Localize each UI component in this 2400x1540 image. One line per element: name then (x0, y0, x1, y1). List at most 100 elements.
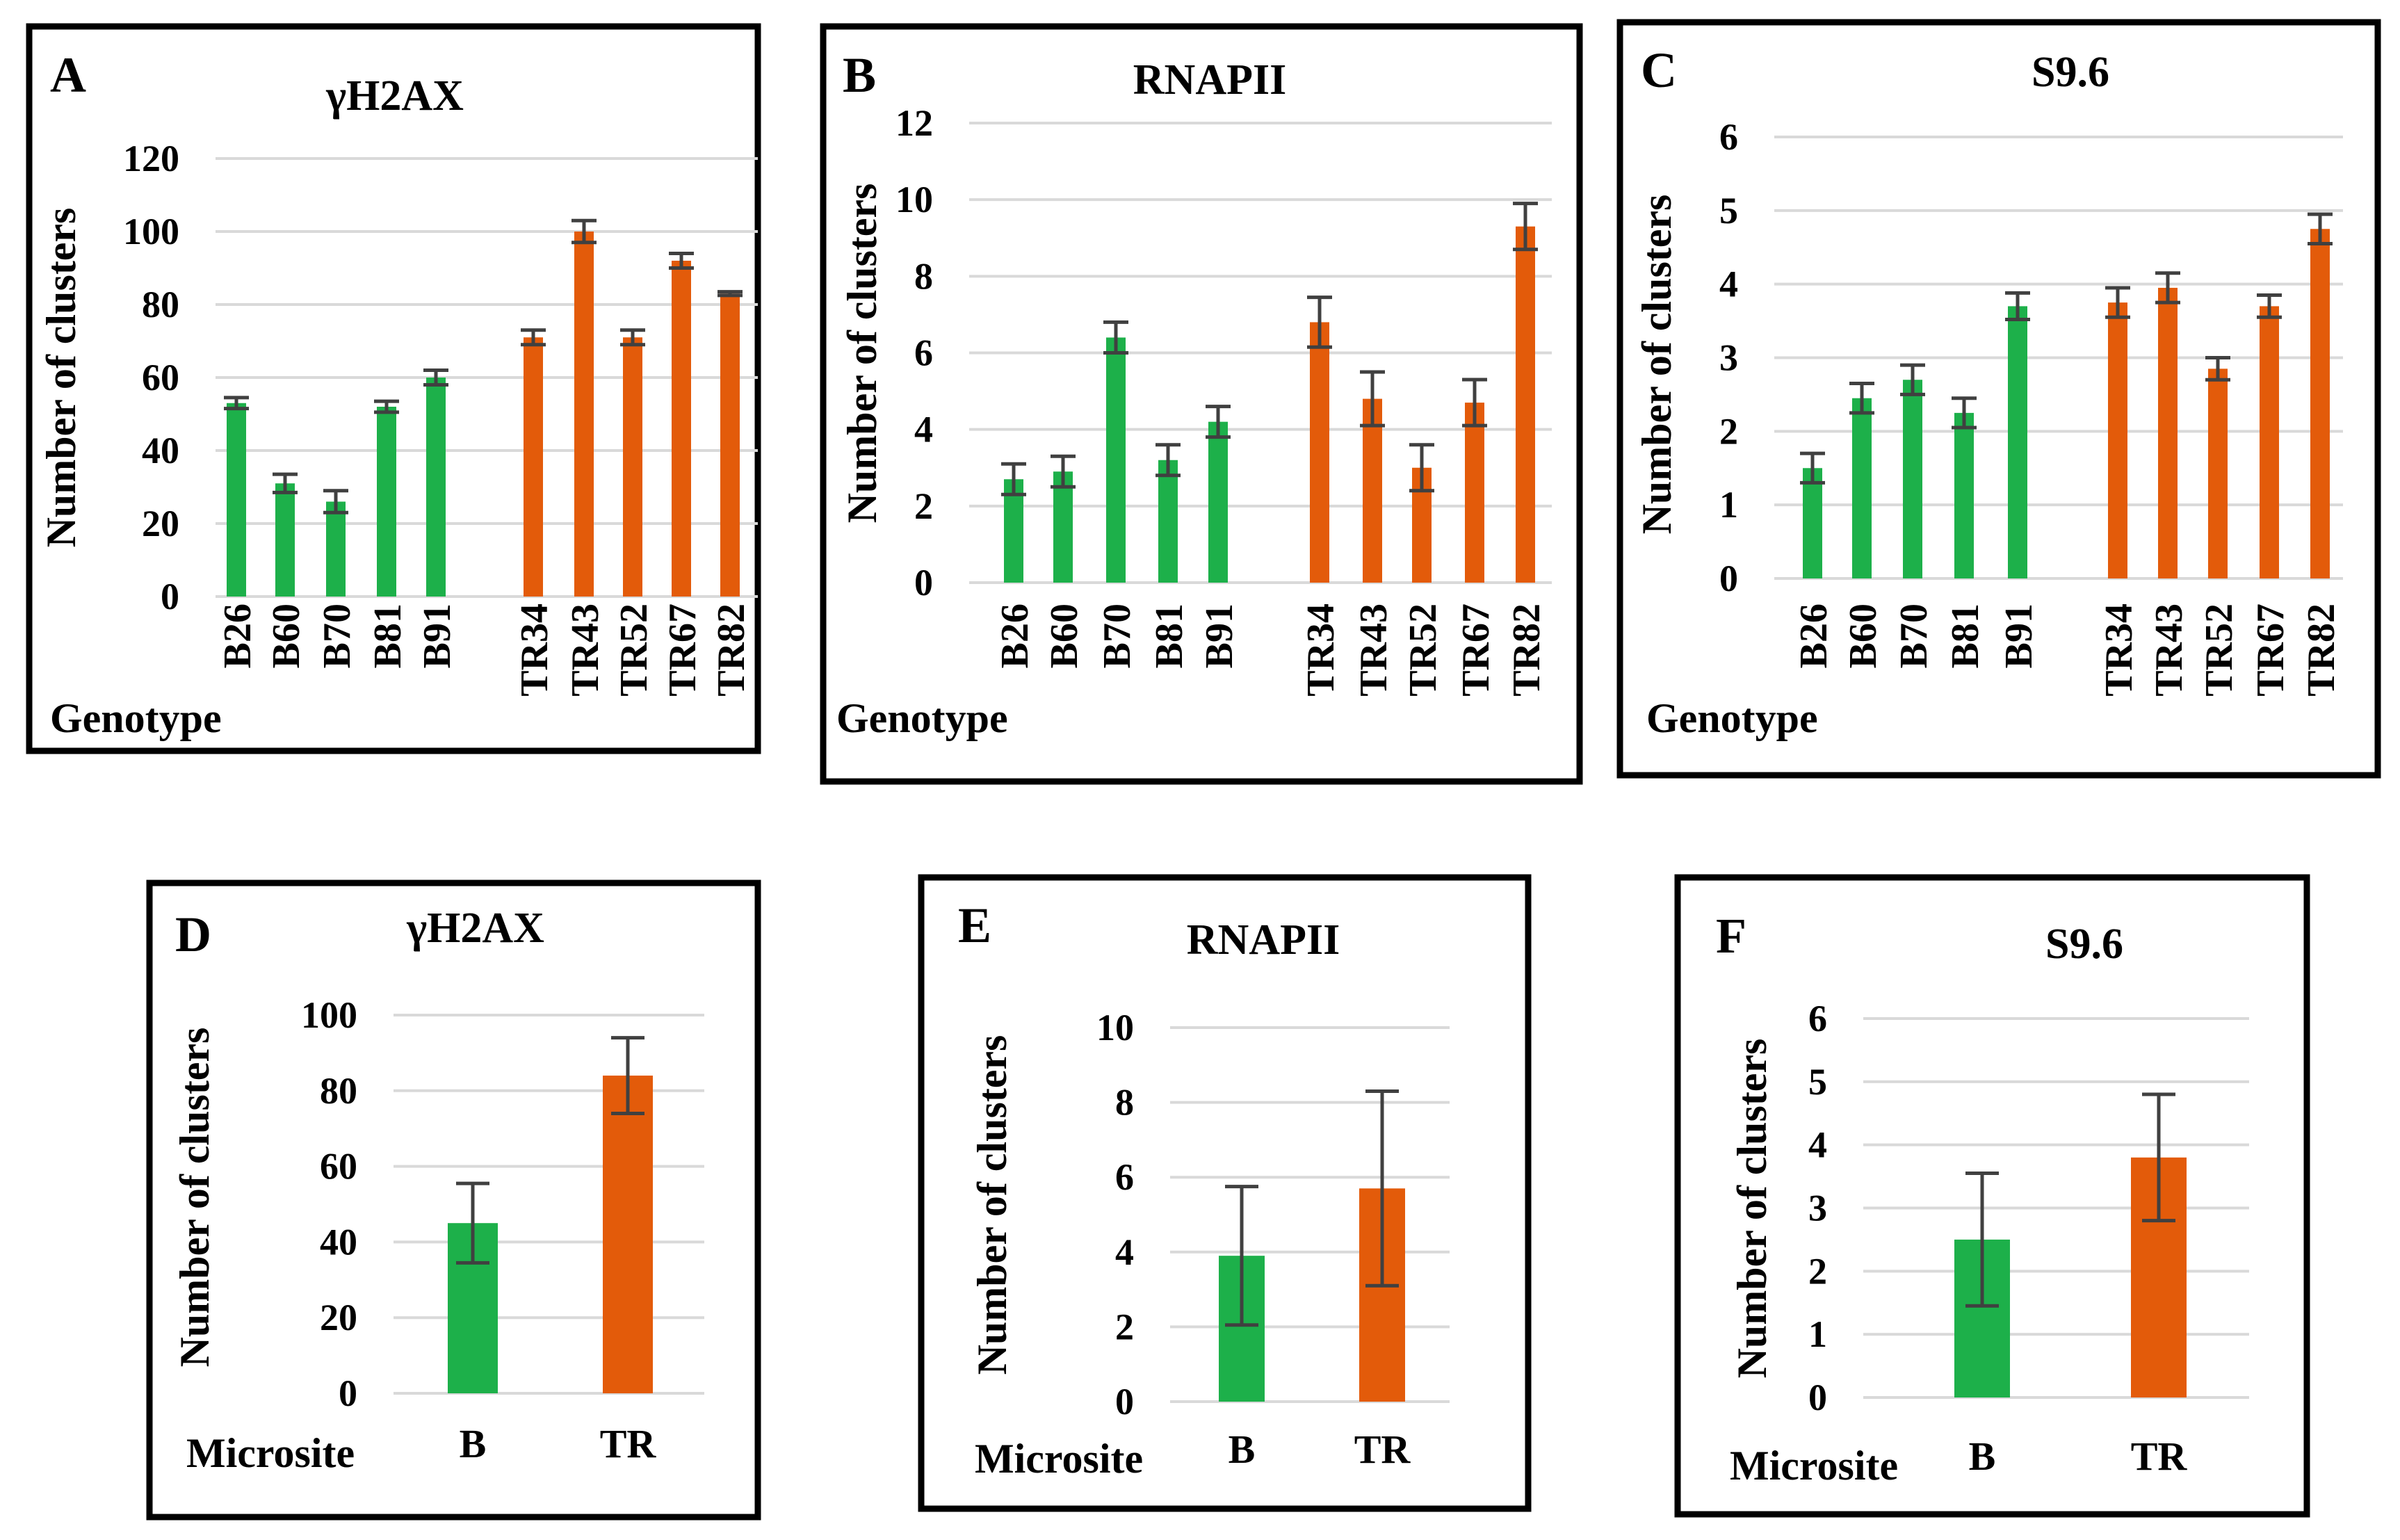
x-tick-label: TR82 (2300, 603, 2343, 697)
error-bar (2105, 286, 2130, 319)
x-tick-label: TR52 (613, 603, 656, 697)
panel-frame (918, 874, 1532, 1512)
x-tick-label: B26 (1792, 603, 1835, 668)
y-axis-label: Number of clusters (1729, 1039, 1775, 1379)
error-bar (323, 489, 348, 514)
error-bar (423, 368, 448, 387)
x-tick-label: B81 (1944, 603, 1987, 668)
y-tick-label: 0 (914, 562, 933, 603)
y-axis-label: Number of clusters (38, 208, 84, 548)
bar-tr (603, 1076, 653, 1393)
y-axis-label: Number of clusters (172, 1028, 218, 1368)
y-tick-label: 120 (123, 138, 179, 179)
error-bar (2142, 1092, 2175, 1223)
error-bar (1051, 454, 1076, 489)
chart-title: RNAPII (1187, 916, 1340, 964)
x-tick-label: TR52 (1402, 603, 1445, 697)
x-tick-label: TR43 (564, 603, 607, 697)
bar-tr43 (1363, 398, 1382, 583)
error-bar (1965, 1172, 1999, 1308)
panel-frame (146, 880, 761, 1521)
y-tick-label: 60 (142, 357, 179, 398)
y-tick-label: 4 (1808, 1124, 1827, 1166)
chart-title: γH2AX (406, 905, 544, 952)
y-tick-label: 0 (339, 1372, 357, 1414)
x-tick-label: TR (2131, 1434, 2188, 1479)
x-axis-label: Genotype (1646, 695, 1818, 741)
panel-letter: B (843, 47, 876, 103)
error-bar (1307, 295, 1332, 349)
x-tick-label: TR82 (710, 603, 753, 697)
x-tick-label: TR34 (2098, 603, 2141, 697)
bar-b81 (377, 407, 396, 597)
panel-letter: C (1641, 42, 1677, 98)
y-tick-label: 4 (1115, 1231, 1134, 1273)
error-bar (620, 328, 645, 347)
panel-letter: D (175, 907, 211, 962)
bar-b26 (1004, 479, 1023, 583)
bar-tr34 (2108, 302, 2127, 578)
y-tick-label: 80 (320, 1070, 357, 1112)
y-tick-label: 100 (123, 211, 179, 252)
y-tick-label: 20 (142, 503, 179, 544)
bar-tr34 (524, 337, 543, 597)
x-tick-label: B60 (265, 603, 308, 668)
panel-c: 0 1 2 3 4 5 6 B26 B60 B70 B81 B91 TR34 TR43 TR52 TR67 TR… (1616, 19, 2381, 779)
x-axis-label: Microsite (1730, 1443, 1898, 1489)
y-tick-label: 0 (1719, 558, 1738, 599)
x-tick-label: B (1229, 1427, 1256, 1472)
error-bar (1001, 462, 1026, 496)
error-bar (1206, 405, 1231, 439)
bar-b91 (426, 378, 446, 597)
x-tick-label: B91 (1997, 603, 2041, 668)
y-tick-label: 0 (1115, 1381, 1134, 1423)
y-axis-label: Number of clusters (969, 1035, 1015, 1375)
bar-tr82 (1516, 226, 1535, 583)
x-tick-label: TR34 (513, 603, 556, 697)
bar-tr82 (720, 293, 740, 597)
x-tick-label: B (460, 1421, 487, 1466)
x-tick-label: B (1969, 1434, 1996, 1479)
error-bar (1462, 378, 1487, 428)
error-bar (2155, 271, 2180, 305)
error-bar (1156, 443, 1181, 478)
y-tick-label: 10 (1096, 1007, 1134, 1048)
error-bar (456, 1181, 489, 1265)
x-tick-label: B70 (316, 603, 359, 668)
panel-letter: A (50, 47, 86, 103)
y-tick-label: 3 (1719, 337, 1738, 379)
y-tick-label: 6 (1115, 1156, 1134, 1198)
error-bar (2257, 293, 2282, 319)
error-bar (669, 252, 694, 270)
error-bar (374, 399, 399, 414)
chart-title: S9.6 (2032, 49, 2109, 96)
error-bar (224, 396, 249, 411)
y-tick-label: 80 (142, 284, 179, 325)
error-bar (521, 328, 546, 347)
y-tick-label: 40 (142, 430, 179, 471)
error-bar (1952, 396, 1977, 430)
panel-letter: E (958, 898, 991, 953)
error-bar (1800, 451, 1825, 485)
y-axis-label: Number of clusters (839, 184, 885, 524)
chart-title: S9.6 (2045, 921, 2123, 968)
y-tick-label: 6 (1719, 116, 1738, 158)
error-bar (1103, 320, 1128, 355)
bar-b81 (1954, 412, 1974, 578)
error-bar (1360, 370, 1385, 428)
x-tick-label: TR67 (661, 603, 704, 697)
y-tick-label: 0 (1808, 1377, 1827, 1418)
panel-frame (26, 23, 761, 754)
panel-d: 0 20 40 60 80 100 B TR D γH2AX Number of clusters M… (146, 880, 761, 1521)
bar-tr34 (1310, 322, 1329, 583)
x-tick-label: TR34 (1299, 603, 1343, 697)
y-axis-label: Number of clusters (1634, 195, 1680, 535)
y-tick-label: 100 (301, 994, 357, 1036)
x-tick-label: TR43 (2148, 603, 2191, 697)
bar-tr82 (2310, 229, 2330, 578)
bar-b26 (1803, 468, 1822, 578)
bar-tr67 (672, 261, 691, 597)
bar-b70 (1106, 337, 1126, 583)
x-tick-label: B26 (994, 603, 1037, 668)
